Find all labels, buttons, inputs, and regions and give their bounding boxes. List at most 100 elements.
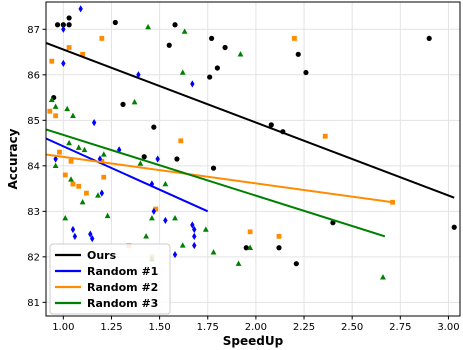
x-axis-label: SpeedUp — [223, 334, 284, 348]
x-tick-label: 1.50 — [148, 322, 170, 333]
regression-lines — [45, 42, 455, 238]
legend: Ours Random #1 Random #2 Random #3 — [49, 243, 171, 315]
random-1-point — [151, 207, 157, 215]
random-3-point — [52, 103, 59, 109]
random-2-point — [68, 158, 74, 164]
random-2-point — [99, 36, 105, 41]
random-2-point — [276, 233, 282, 239]
random-2-point — [84, 190, 89, 196]
y-tick-label: 87 — [27, 25, 40, 36]
random-1-point — [70, 225, 76, 234]
random-2-point — [80, 51, 85, 57]
ours-point — [54, 22, 61, 28]
ours-point — [276, 245, 282, 251]
random-1-point — [61, 25, 66, 33]
ours-point — [222, 44, 228, 51]
random-2-fit-line — [45, 153, 393, 204]
random-3-point — [145, 23, 151, 30]
random-1-point — [172, 250, 178, 259]
x-tick-label: 2.00 — [245, 322, 267, 333]
random-3-point — [95, 192, 101, 198]
y-tick-label: 83 — [27, 207, 40, 218]
legend-label-random-3: Random #3 — [87, 297, 158, 310]
legend-label-random-1: Random #1 — [87, 265, 158, 278]
grid-lines — [46, 2, 460, 316]
random-1-point — [155, 155, 160, 163]
random-1-point — [88, 230, 93, 238]
random-2-point — [101, 174, 107, 180]
random-3-point — [181, 28, 188, 34]
ours-point — [66, 15, 72, 21]
random-3-point — [64, 105, 71, 112]
data-points — [47, 5, 457, 280]
random-1-point — [99, 189, 105, 197]
ours-point — [60, 22, 66, 28]
random-1-point — [90, 235, 95, 243]
random-3-point — [70, 112, 76, 118]
ours-point — [120, 101, 126, 107]
random-3-point — [68, 176, 74, 182]
y-axis-label: Accuracy — [6, 128, 20, 189]
random-2-point — [153, 206, 159, 212]
random-3-point — [131, 98, 138, 105]
random-1-point — [78, 5, 83, 13]
ours-point — [151, 124, 157, 130]
random-3-point — [66, 139, 73, 146]
random-1-point — [192, 225, 197, 234]
x-tick-label: 3.00 — [437, 322, 459, 333]
legend-box — [49, 243, 171, 315]
ours-point — [209, 35, 215, 42]
ours-point — [141, 154, 147, 160]
y-tick-label: 86 — [27, 70, 40, 81]
random-2-point — [322, 133, 328, 139]
ours-point — [303, 69, 309, 76]
random-2-point — [47, 108, 53, 114]
x-tick-label: 1.00 — [52, 322, 74, 333]
ours-point — [451, 224, 457, 230]
random-1-point — [190, 80, 195, 88]
random-2-point — [292, 36, 297, 41]
ours-point — [243, 245, 249, 251]
random-3-point — [104, 212, 111, 219]
random-3-point — [137, 160, 144, 166]
random-3-point — [149, 214, 155, 221]
ours-point — [172, 22, 178, 28]
random-3-point — [48, 96, 55, 103]
x-tick-label: 1.25 — [100, 322, 122, 333]
random-2-point — [76, 183, 82, 189]
random-2-point — [49, 58, 55, 64]
x-tick-label: 2.25 — [293, 322, 315, 333]
ours-point — [214, 65, 220, 71]
random-3-point — [81, 146, 88, 153]
random-3-fit-line — [45, 128, 386, 238]
x-tick-label: 2.50 — [341, 322, 363, 333]
ours-point — [210, 165, 217, 171]
random-2-point — [247, 229, 253, 235]
y-tick-label: 82 — [27, 252, 40, 263]
x-tick-label: 1.75 — [197, 322, 219, 333]
ours-point — [112, 19, 118, 26]
random-3-point — [62, 214, 69, 221]
y-tick-label: 84 — [27, 161, 40, 172]
y-tick-label: 81 — [27, 298, 40, 309]
random-3-point — [247, 244, 254, 250]
random-1-point — [61, 59, 66, 68]
ours-fit-line — [45, 42, 455, 199]
random-3-point — [75, 144, 82, 150]
ours-point — [174, 156, 180, 162]
random-3-point — [237, 51, 244, 57]
random-1-point — [72, 232, 78, 240]
random-2-point — [66, 45, 72, 50]
random-3-point — [235, 260, 242, 266]
random-2-point — [178, 138, 184, 144]
random-3-point — [202, 226, 209, 232]
y-tick-label: 85 — [27, 116, 40, 127]
random-1-fit-line — [45, 137, 209, 213]
random-3-point — [380, 274, 386, 280]
ours-point — [293, 261, 299, 267]
ours-point — [166, 42, 172, 48]
random-1-point — [116, 146, 122, 154]
random-2-point — [70, 181, 76, 187]
random-3-point — [100, 151, 107, 157]
random-1-point — [192, 232, 197, 240]
